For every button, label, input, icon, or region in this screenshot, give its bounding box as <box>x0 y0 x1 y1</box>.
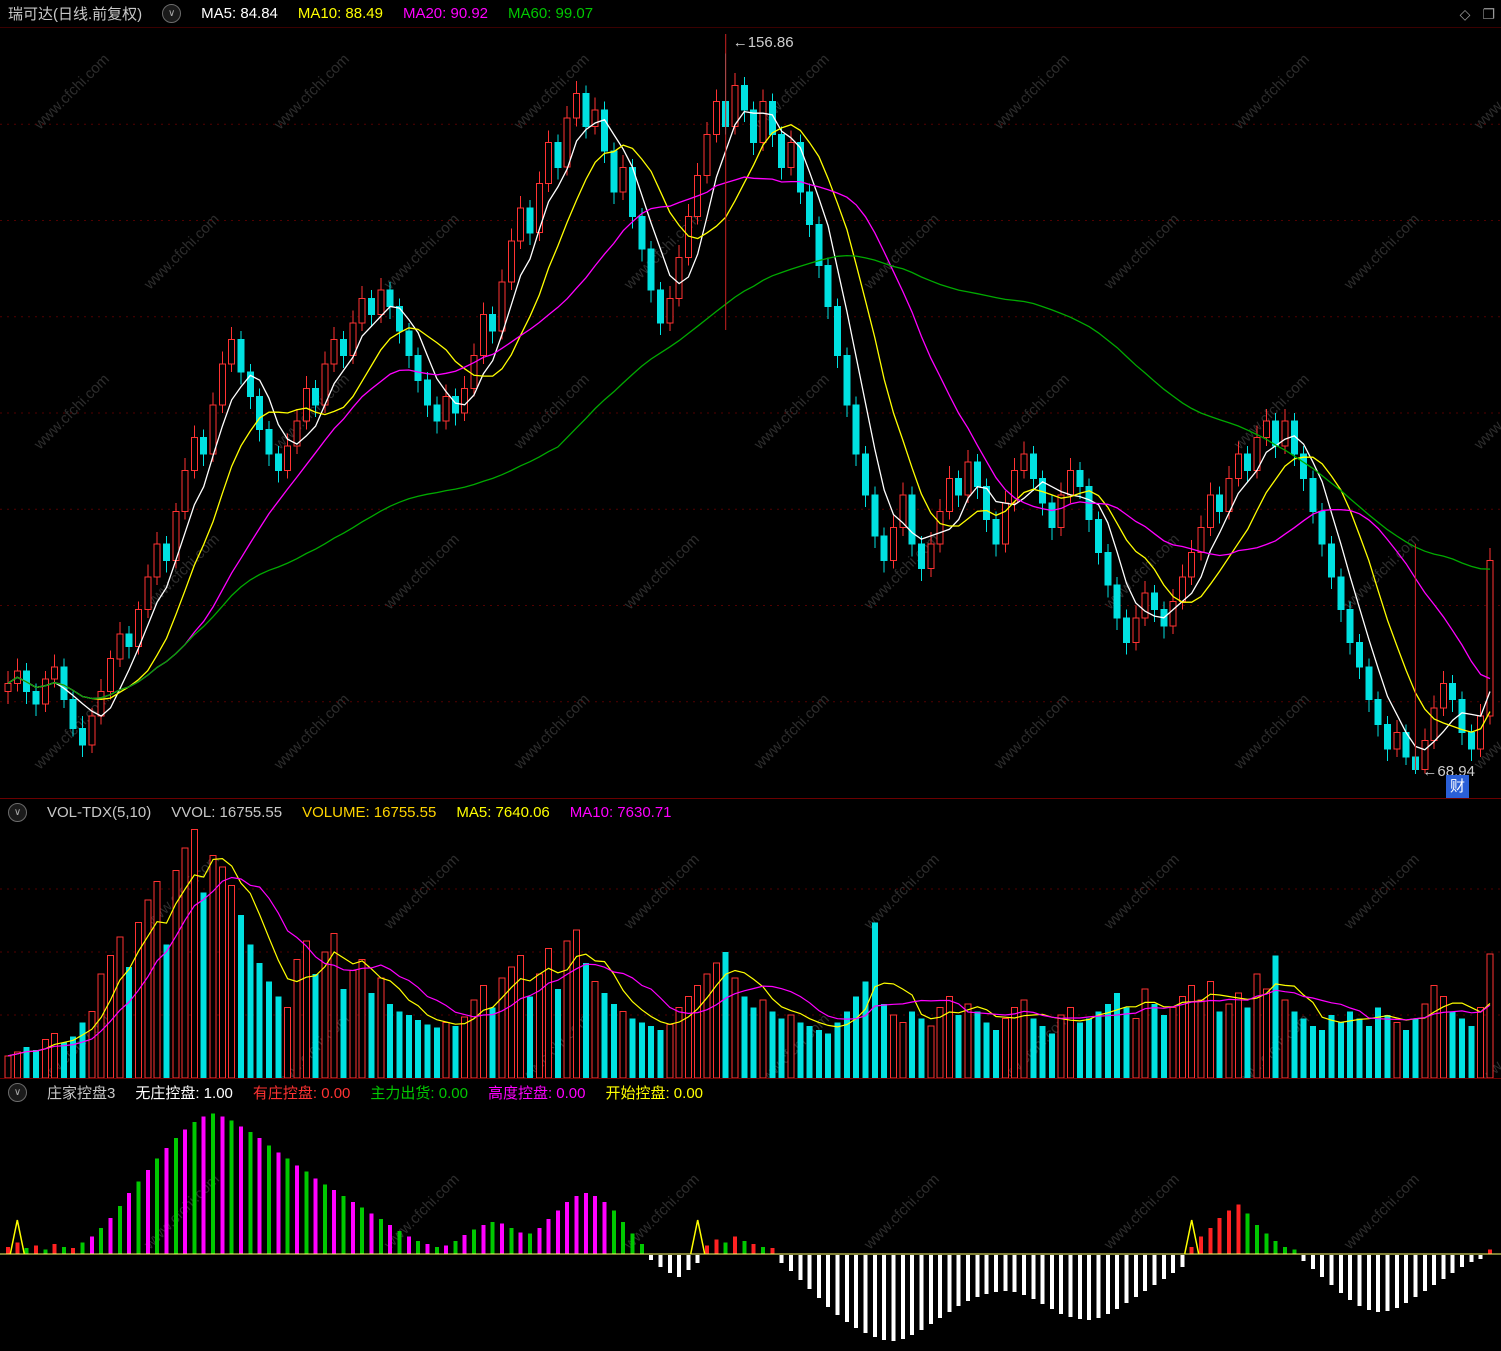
window-restore-icon[interactable]: ❐ <box>1482 5 1495 22</box>
ma5-legend: MA5: 84.84 <box>201 5 278 22</box>
chevron-down-icon: ∨ <box>13 807 22 818</box>
chevron-down-icon: ∨ <box>13 1087 22 1098</box>
indicator-header: ∨ 庄家控盘3 无庄控盘: 1.00 有庄控盘: 0.00 主力出货: 0.00… <box>0 1078 1501 1106</box>
chevron-down-icon: ∨ <box>168 8 176 19</box>
volume-legend: VOLUME: 16755.55 <box>302 804 437 821</box>
ma10-legend: MA10: 88.49 <box>297 5 383 22</box>
collapse-icon[interactable]: ∨ <box>8 1083 27 1102</box>
collapse-icon[interactable]: ∨ <box>8 803 27 822</box>
indicator-panel[interactable] <box>0 1106 1501 1351</box>
volume-panel[interactable] <box>0 826 1501 1078</box>
banker-indicator-name: 庄家控盘3 <box>47 1085 116 1102</box>
finance-badge[interactable]: 财 <box>1446 775 1469 798</box>
collapse-icon[interactable]: ∨ <box>162 4 182 23</box>
vvol-legend: VVOL: 16755.55 <box>171 804 283 821</box>
stock-title: 瑞可达(日线.前复权) <box>8 6 143 23</box>
has-banker-legend: 有庄控盘: 0.00 <box>252 1085 351 1102</box>
diamond-icon[interactable]: ◇ <box>1459 5 1471 22</box>
ma60-legend: MA60: 99.07 <box>508 5 594 22</box>
svg-text:←156.86: ←156.86 <box>733 34 794 51</box>
vol-ma5-legend: MA5: 7640.06 <box>456 804 550 821</box>
window-controls: ◇ ❐ <box>1460 0 1495 28</box>
start-control-legend: 开始控盘: 0.00 <box>605 1085 703 1102</box>
vol-ma10-legend: MA10: 7630.71 <box>569 804 672 821</box>
main-selling-legend: 主力出货: 0.00 <box>370 1085 468 1102</box>
no-banker-legend: 无庄控盘: 1.00 <box>135 1085 233 1102</box>
volume-header: ∨ VOL-TDX(5,10) VVOL: 16755.55 VOLUME: 1… <box>0 798 1501 826</box>
ma20-legend: MA20: 90.92 <box>402 5 489 22</box>
main-chart-header: 瑞可达(日线.前复权) ∨ MA5: 84.84 MA10: 88.49 MA2… <box>0 0 1501 28</box>
main-chart-panel[interactable] <box>0 28 1501 798</box>
volume-indicator-name: VOL-TDX(5,10) <box>47 804 152 821</box>
high-control-legend: 高度控盘: 0.00 <box>487 1085 586 1102</box>
